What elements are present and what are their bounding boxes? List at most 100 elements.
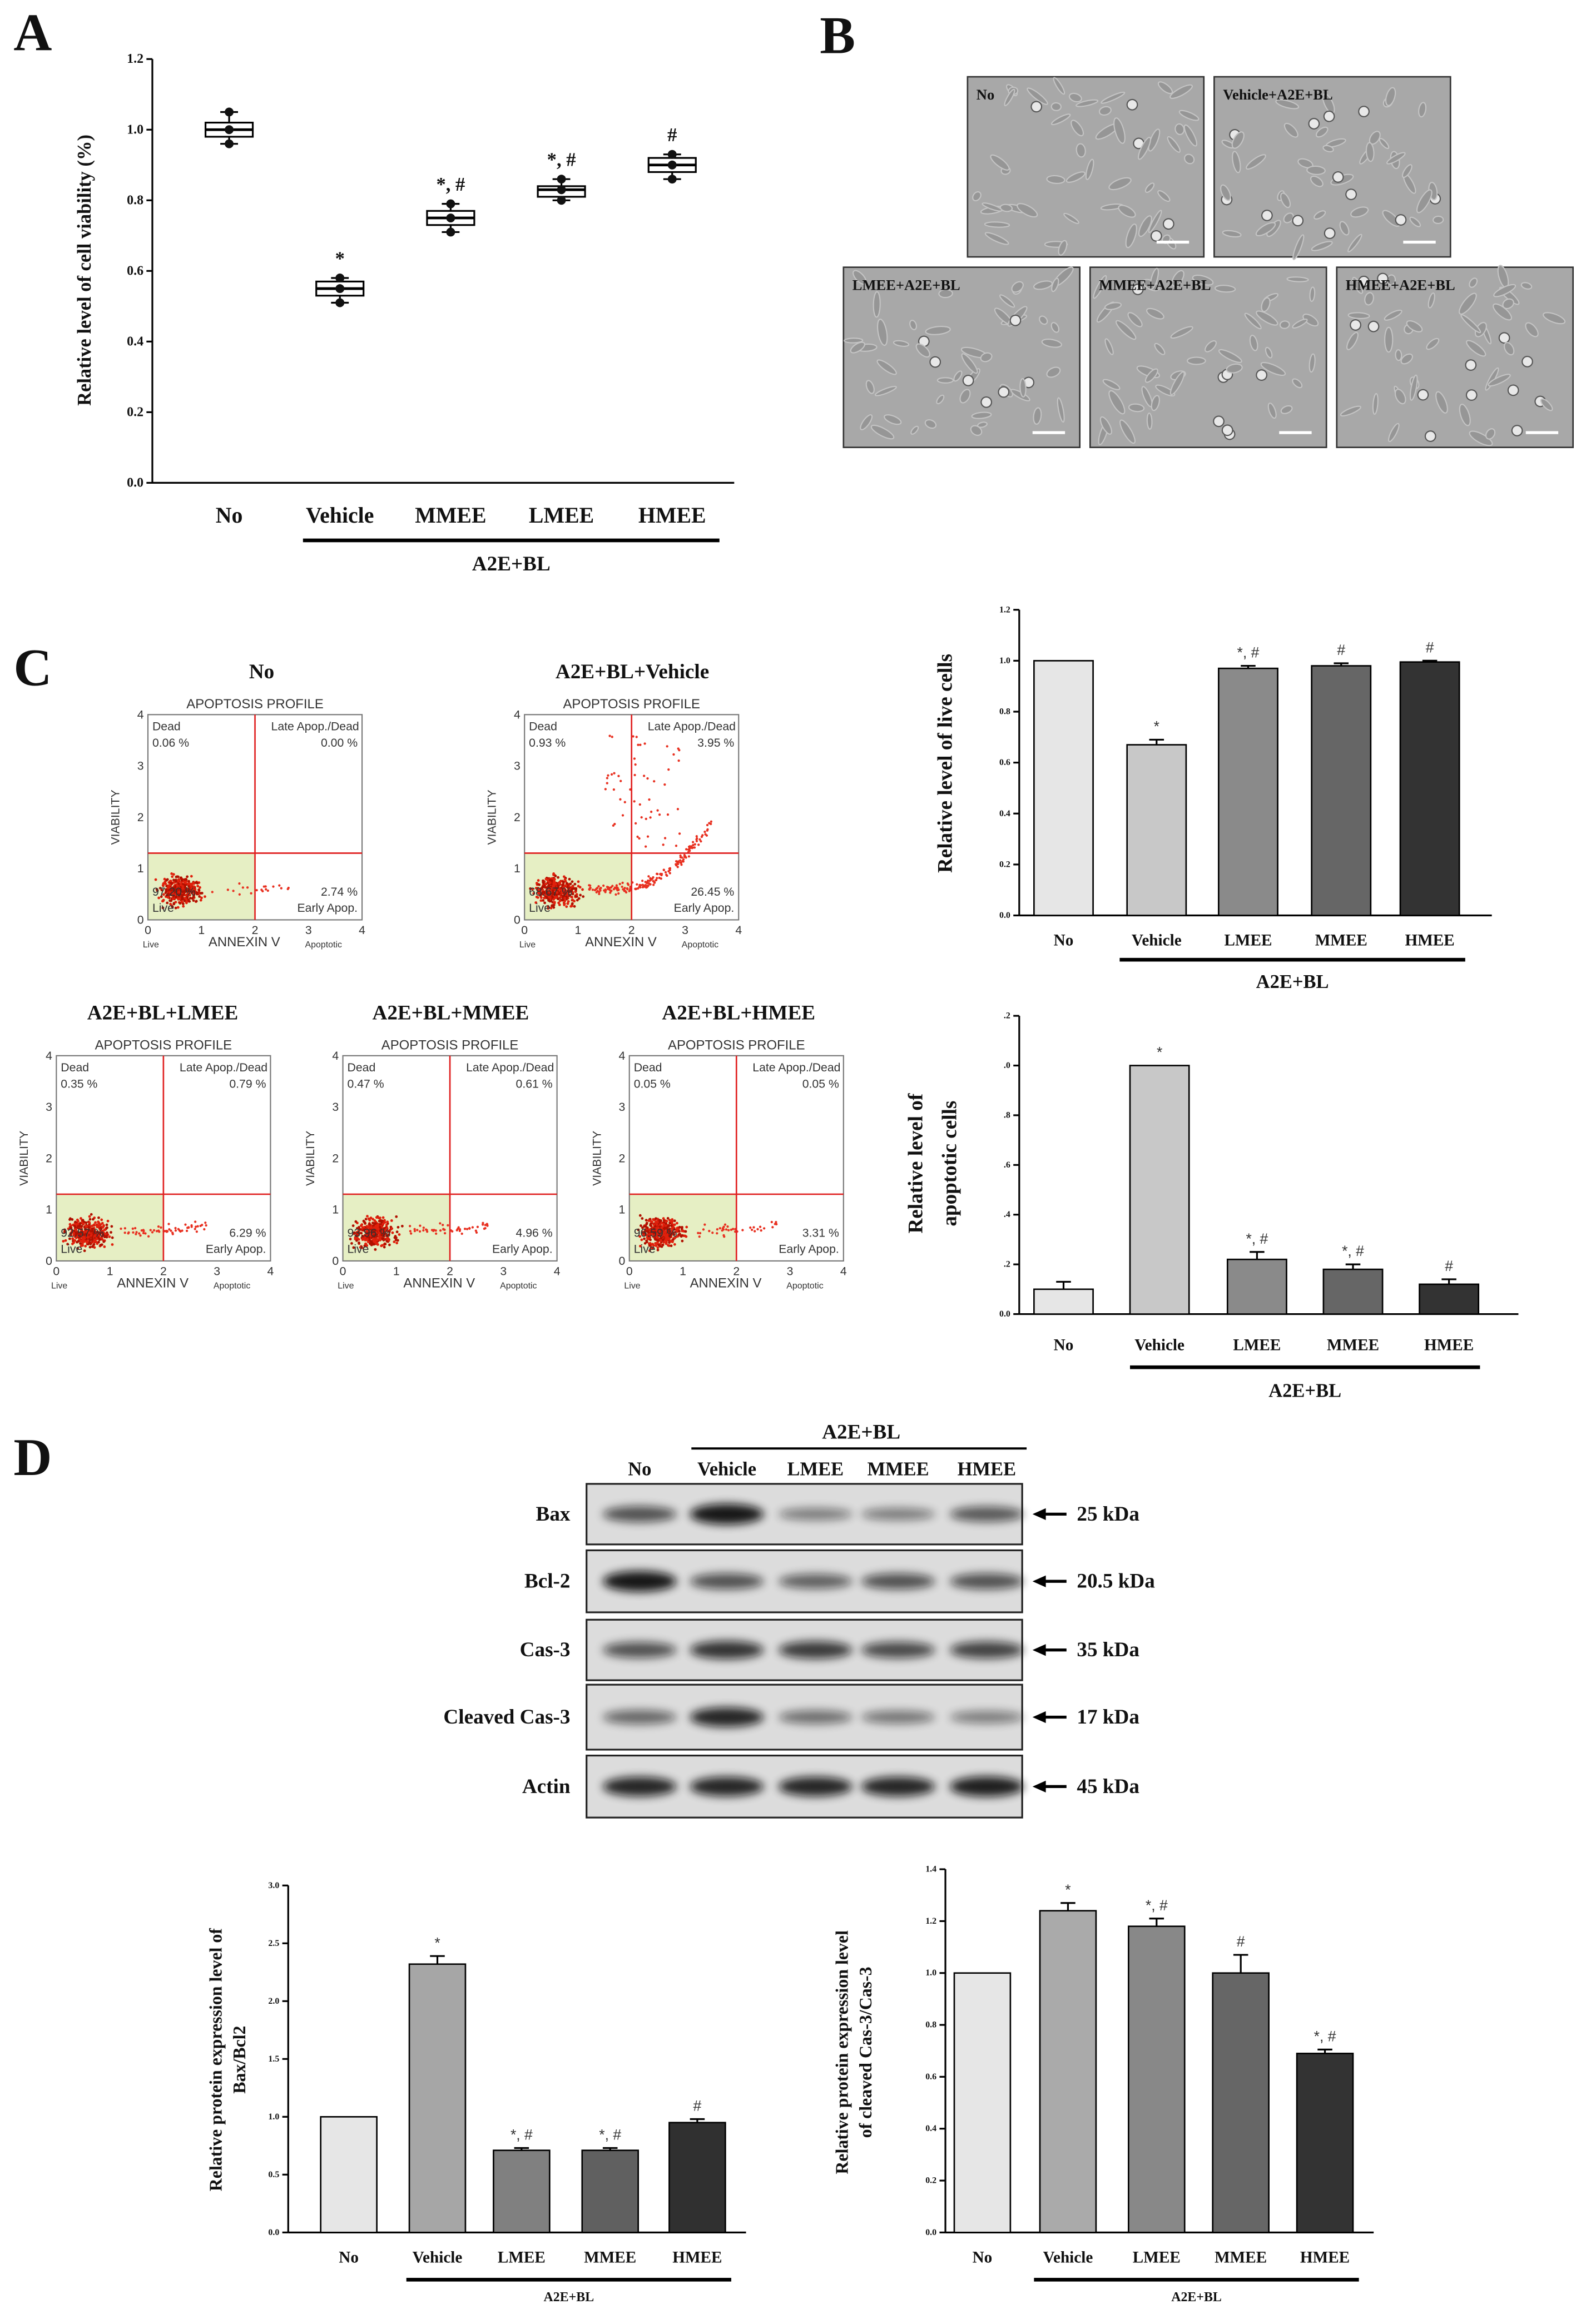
event-dot (425, 1229, 428, 1231)
data-point (225, 107, 234, 117)
flow-x-tick: 0 (53, 1265, 60, 1278)
event-dot (640, 884, 642, 887)
event-dot (606, 886, 609, 888)
lane-label: LMEE (787, 1458, 844, 1479)
event-dot (171, 905, 174, 908)
event-dot (77, 1219, 80, 1223)
lane-label: MMEE (867, 1458, 929, 1479)
cell (1119, 419, 1136, 444)
cell (1065, 171, 1086, 183)
event-dot (754, 1230, 756, 1233)
event-dot (475, 1231, 478, 1234)
row-label: Cleaved Cas-3 (443, 1706, 570, 1729)
event-dot (390, 1227, 394, 1230)
event-dot (673, 1243, 676, 1246)
flow-y-tick: 0 (137, 913, 144, 926)
event-dot (703, 1223, 706, 1226)
cell (1485, 428, 1496, 440)
cell (1011, 281, 1024, 293)
event-dot (422, 1229, 425, 1232)
flow-y-tick: 3 (514, 759, 521, 773)
flow-x-tick: 4 (267, 1265, 274, 1278)
significance: * (1154, 718, 1159, 735)
x-tick-label: MMEE (1315, 932, 1367, 950)
event-dot (700, 835, 703, 838)
quadrant-text: Dead (529, 720, 557, 733)
flow-y-tick: 2 (514, 811, 521, 824)
data-point (225, 125, 234, 135)
event-dot (570, 889, 573, 892)
cell (1324, 227, 1336, 239)
flow-y-label: VIABILITY (590, 1131, 603, 1186)
event-dot (169, 902, 172, 906)
event-dot (383, 1245, 386, 1249)
flow-x-tick: 1 (393, 1265, 400, 1278)
event-dot (678, 1225, 681, 1229)
event-dot (278, 884, 281, 887)
event-dot (561, 889, 564, 892)
event-dot (573, 882, 577, 886)
event-dot (181, 895, 184, 898)
flow-y-tick: 3 (46, 1100, 52, 1114)
flow-x-tick: 4 (359, 923, 365, 937)
cell (953, 370, 963, 382)
event-dot (763, 1227, 766, 1230)
x-tick-label: LMEE (498, 2248, 546, 2266)
cell (1309, 286, 1316, 302)
event-dot (160, 895, 163, 898)
event-dot (74, 1220, 77, 1224)
x-tick-label: No (973, 2248, 993, 2266)
cell (1214, 285, 1236, 293)
y-tick-label: 0.0 (999, 911, 1010, 920)
event-dot (171, 888, 174, 891)
event-dot (532, 892, 536, 895)
cell (1192, 275, 1214, 286)
event-dot (261, 890, 264, 892)
event-dot (100, 1218, 103, 1221)
event-dot (626, 887, 628, 890)
x-tick-label: No (1054, 932, 1074, 950)
event-dot (598, 892, 601, 895)
cell (1070, 120, 1084, 137)
blot-strip (586, 1483, 1024, 1546)
event-dot (154, 878, 157, 881)
event-dot (162, 898, 165, 902)
quadrant-text: 0.93 % (529, 736, 566, 749)
event-dot (162, 893, 165, 896)
cell (1267, 403, 1277, 419)
event-dot (180, 878, 184, 882)
event-dot (74, 1228, 77, 1231)
significance: *, # (1237, 644, 1260, 661)
event-dot (656, 809, 659, 812)
cell (910, 425, 919, 435)
event-dot (661, 1243, 665, 1247)
event-dot (656, 1246, 660, 1249)
data-point (667, 160, 677, 170)
cell (1308, 118, 1320, 130)
cell (1102, 379, 1121, 390)
x-tick-label: HMEE (638, 503, 706, 528)
event-dot (578, 886, 582, 889)
event-dot (662, 1223, 665, 1226)
event-dot (416, 1229, 419, 1231)
x-tick-label: Vehicle (306, 503, 374, 528)
event-dot (571, 892, 574, 896)
x-tick-label: MMEE (1215, 2248, 1267, 2266)
event-dot (692, 843, 695, 847)
size-label: 35 kDa (1077, 1638, 1139, 1661)
event-dot (451, 1230, 454, 1233)
flow-header: APOPTOSIS PROFILE (186, 697, 324, 712)
event-dot (646, 777, 649, 780)
y-tick-label: 0.8 (999, 707, 1010, 717)
event-dot (364, 1218, 368, 1221)
event-dot (84, 1244, 87, 1248)
significance: *, # (1146, 1897, 1168, 1914)
cell (1127, 312, 1143, 327)
event-dot (79, 1222, 82, 1225)
event-dot (676, 866, 679, 868)
cell (1170, 326, 1193, 339)
event-dot (192, 895, 195, 898)
event-dot (485, 1223, 489, 1226)
cell (1377, 272, 1389, 285)
event-dot (542, 899, 545, 902)
